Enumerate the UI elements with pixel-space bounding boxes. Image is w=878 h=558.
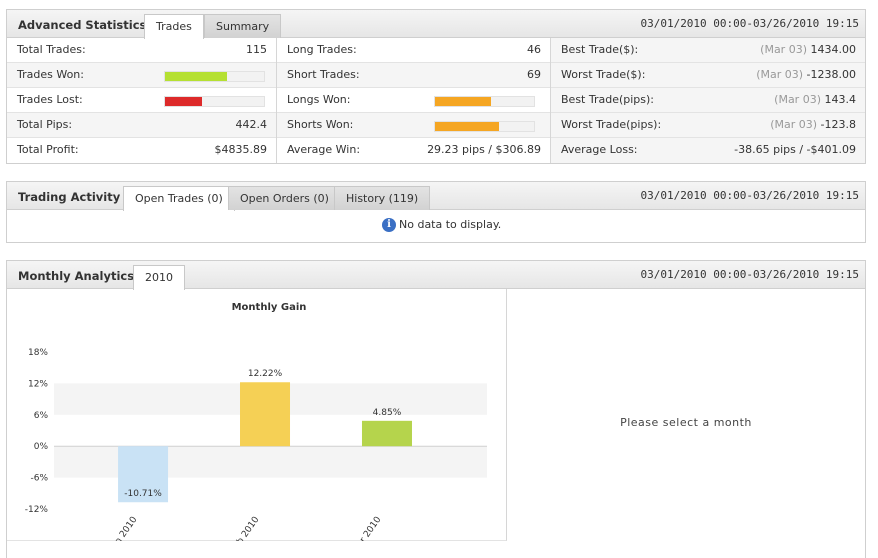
advanced-statistics-panel: Advanced Statistics Trades Summary 03/01… [6, 9, 866, 164]
advanced-statistics-header: Advanced Statistics Trades Summary 03/01… [7, 10, 865, 39]
stats-column-3: Best Trade($): (Mar 03) 1434.00 Worst Tr… [551, 38, 865, 163]
tab-year-2010[interactable]: 2010 [133, 265, 185, 290]
stat-label: Average Win: [287, 143, 361, 156]
shorts-won-bar-fill [435, 122, 500, 131]
stat-row-average-loss: Average Loss: -38.65 pips / -$401.09 [551, 138, 865, 163]
longs-won-bar-fill [435, 97, 492, 106]
stat-value: 69 [527, 68, 541, 81]
stat-row-best-trade-pips: Best Trade(pips): (Mar 03) 143.4 [551, 88, 865, 113]
bar-feb-2010 [240, 382, 291, 447]
stat-row-total-profit: Total Profit: $4835.89 [7, 138, 276, 163]
tab-summary[interactable]: Summary [204, 14, 282, 38]
longs-won-bar [434, 96, 535, 107]
monthly-analytics-title: Monthly Analytics [18, 269, 135, 283]
stat-row-worst-trade-pips: Worst Trade(pips): (Mar 03) -123.8 [551, 113, 865, 138]
stat-row-short-trades: Short Trades: 69 [277, 63, 550, 88]
data-label: -10.71% [124, 489, 162, 499]
stats-grid: Total Trades: 115 Trades Won: Trades Los… [7, 38, 865, 163]
stat-label: Shorts Won: [287, 118, 354, 131]
select-month-message: Please select a month [620, 416, 752, 429]
stat-row-trades-lost: Trades Lost: [7, 88, 276, 113]
stat-label: Long Trades: [287, 43, 357, 56]
stat-row-shorts-won: Shorts Won: [277, 113, 550, 138]
stat-value: $4835.89 [214, 143, 268, 156]
y-tick-label: 0% [34, 442, 49, 452]
tab-history[interactable]: History (119) [334, 186, 431, 210]
tab-open-trades[interactable]: Open Trades (0) [123, 186, 235, 211]
stats-column-1: Total Trades: 115 Trades Won: Trades Los… [7, 38, 277, 163]
monthly-analytics-header: Monthly Analytics 2010 03/01/2010 00:00-… [7, 261, 865, 290]
trades-lost-bar [164, 96, 265, 107]
no-data-area: i No data to display. [7, 210, 865, 242]
stat-date: (Mar 03) [756, 68, 804, 81]
stat-row-longs-won: Longs Won: [277, 88, 550, 113]
stat-row-trades-won: Trades Won: [7, 63, 276, 88]
trading-activity-panel: Trading Activity Open Trades (0) Open Or… [6, 181, 866, 243]
chart-title: Monthly Gain [232, 302, 307, 313]
monthly-gain-chart-area: Monthly Gain 18% 12% 6% 0% -6% -12% -10.71% Jan … [7, 289, 507, 556]
date-range: 03/01/2010 00:00-03/26/2010 19:15 [640, 268, 859, 281]
stat-value: -38.65 pips / -$401.09 [734, 143, 856, 156]
stat-row-worst-trade-usd: Worst Trade($): (Mar 03) -1238.00 [551, 63, 865, 88]
date-range: 03/01/2010 00:00-03/26/2010 19:15 [640, 189, 859, 202]
y-tick-label: 12% [28, 379, 48, 389]
trades-lost-bar-fill [165, 97, 202, 106]
x-tick-label: Jan 2010 [108, 515, 140, 541]
y-tick-label: -6% [30, 474, 48, 484]
monthly-gain-chart: Monthly Gain 18% 12% 6% 0% -6% -12% -10.71% Jan … [25, 302, 487, 556]
stat-value: 143.4 [824, 93, 857, 106]
stat-label: Best Trade($): [561, 43, 639, 56]
analytics-body: Monthly Gain 18% 12% 6% 0% -6% -12% -10.71% Jan … [7, 289, 865, 558]
shorts-won-bar [434, 121, 535, 132]
trades-won-bar [164, 71, 265, 82]
y-tick-label: -12% [25, 505, 49, 515]
stat-value: 1434.00 [810, 43, 857, 56]
advanced-statistics-title: Advanced Statistics [18, 18, 147, 32]
info-icon: i [382, 218, 396, 232]
tab-open-orders[interactable]: Open Orders (0) [228, 186, 341, 210]
x-tick-label: Mar 2010 [351, 515, 384, 541]
trading-activity-title: Trading Activity [18, 190, 121, 204]
stat-value: 442.4 [235, 118, 268, 131]
y-tick-label: 6% [34, 411, 49, 421]
stat-label: Trades Lost: [17, 93, 83, 106]
stat-label: Total Pips: [17, 118, 73, 131]
stat-label: Total Trades: [17, 43, 86, 56]
stat-label: Average Loss: [561, 143, 638, 156]
stat-label: Total Profit: [17, 143, 79, 156]
stat-date: (Mar 03) [770, 118, 818, 131]
stat-date: (Mar 03) [774, 93, 821, 106]
stat-value: -123.8 [820, 118, 856, 131]
stat-value: -1238.00 [806, 68, 856, 81]
stat-label: Short Trades: [287, 68, 360, 81]
month-detail-area: Please select a month [507, 289, 865, 558]
trading-activity-header: Trading Activity Open Trades (0) Open Or… [7, 182, 865, 211]
tab-trades[interactable]: Trades [144, 14, 204, 39]
monthly-analytics-panel: Monthly Analytics 2010 03/01/2010 00:00-… [6, 260, 866, 558]
stats-column-2: Long Trades: 46 Short Trades: 69 Longs W… [277, 38, 551, 163]
bar-mar-2010 [361, 420, 412, 447]
stat-label: Worst Trade(pips): [561, 118, 662, 131]
y-tick-label: 18% [28, 348, 48, 358]
stat-label: Trades Won: [17, 68, 84, 81]
data-label: 4.85% [373, 408, 402, 418]
stat-label: Worst Trade($): [561, 68, 646, 81]
stat-label: Best Trade(pips): [561, 93, 655, 106]
trades-won-bar-fill [165, 72, 228, 81]
stat-row-best-trade-usd: Best Trade($): (Mar 03) 1434.00 [551, 38, 865, 63]
date-range: 03/01/2010 00:00-03/26/2010 19:15 [640, 17, 859, 30]
x-tick-label: Feb 2010 [229, 515, 261, 541]
stat-row-total-pips: Total Pips: 442.4 [7, 113, 276, 138]
stat-row-long-trades: Long Trades: 46 [277, 38, 550, 63]
stat-label: Longs Won: [287, 93, 351, 106]
stat-value: 46 [527, 43, 541, 56]
stat-row-total-trades: Total Trades: 115 [7, 38, 276, 63]
stat-date: (Mar 03) [760, 43, 807, 56]
stat-row-average-win: Average Win: 29.23 pips / $306.89 [277, 138, 550, 163]
bar-jan-2010 [118, 446, 169, 503]
stat-value: 29.23 pips / $306.89 [427, 143, 541, 156]
no-data-message: No data to display. [399, 218, 502, 231]
stat-value: 115 [246, 43, 267, 56]
data-label: 12.22% [248, 369, 283, 379]
